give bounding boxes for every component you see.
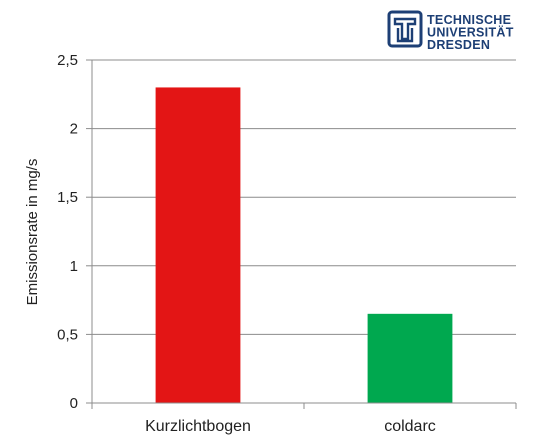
tu-logo-emblem-icon	[387, 10, 423, 48]
logo-line-3: DRESDEN	[427, 38, 490, 52]
y-tick-label: 0,5	[57, 326, 78, 343]
y-axis-label: Emissionsrate in mg/s	[24, 159, 41, 306]
y-tick-labels: 0 0,5 1 1,5 2 2,5	[57, 52, 78, 412]
logo-line-1: TECHNISCHE	[427, 13, 511, 27]
y-tick-label: 1	[70, 258, 78, 275]
y-tick-label: 0	[70, 395, 78, 412]
y-tick-label: 2	[70, 121, 78, 138]
logo-line-2: UNIVERSITÄT	[427, 25, 514, 40]
y-tick-label: 1,5	[57, 189, 78, 206]
y-tick-label: 2,5	[57, 52, 78, 69]
x-category-labels: Kurzlichtbogen coldarc	[145, 418, 436, 435]
x-category-label: coldarc	[384, 418, 436, 435]
x-category-label: Kurzlichtbogen	[145, 418, 251, 435]
bar-coldarc	[367, 313, 453, 403]
tu-dresden-logo: TECHNISCHE UNIVERSITÄT DRESDEN	[387, 10, 514, 52]
bars	[155, 87, 453, 403]
bar-kurzlichtbogen	[155, 87, 241, 403]
axes	[91, 60, 517, 409]
